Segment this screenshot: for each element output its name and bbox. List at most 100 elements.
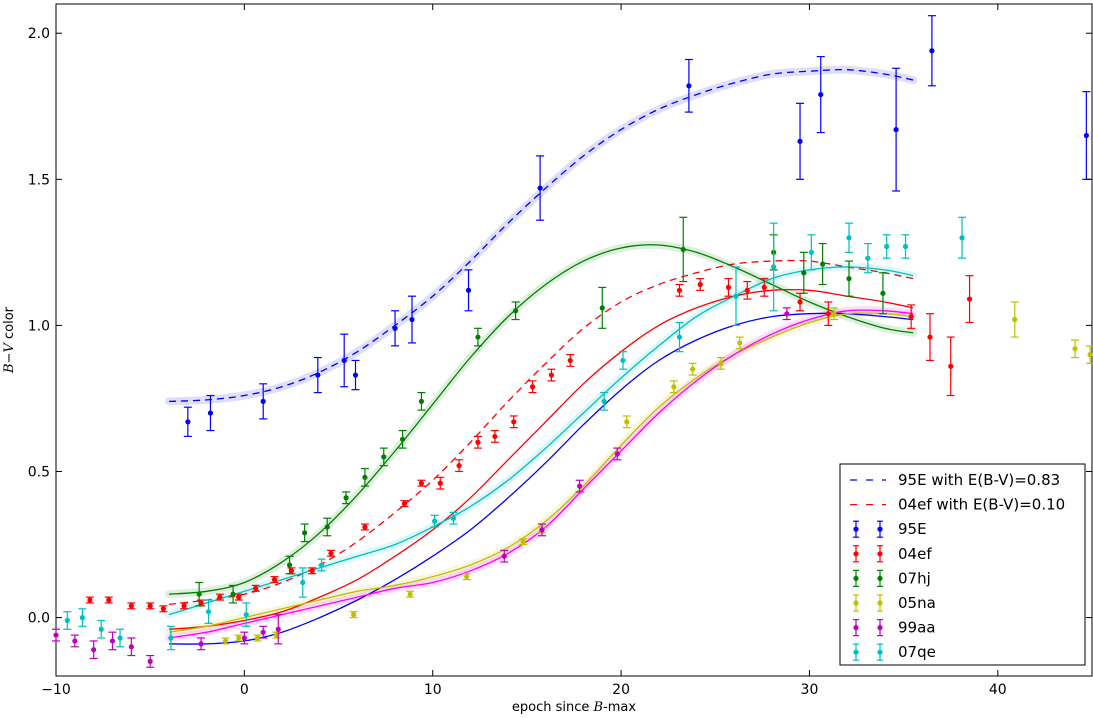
data-point [686, 83, 692, 89]
data-point [620, 357, 626, 364]
fit-uncertainty-band [165, 308, 918, 637]
data-point [450, 515, 457, 521]
data-point [343, 495, 349, 501]
data-point [614, 451, 620, 457]
legend-label: 04ef with E(B-V)=0.10 [898, 496, 1065, 514]
data-point [437, 480, 443, 486]
data-point [548, 372, 554, 378]
data-point [147, 658, 153, 664]
data-point [392, 325, 398, 331]
data-point [432, 518, 438, 524]
plot-frame [55, 3, 1093, 677]
data-point [697, 281, 703, 288]
data-point [671, 384, 677, 390]
data-point [567, 357, 573, 364]
x-tick-label: 0 [240, 682, 249, 698]
data-point [771, 264, 777, 270]
data-point [624, 419, 630, 425]
x-axis-label-post: -max [603, 700, 636, 715]
data-point [927, 334, 933, 340]
data-point [168, 635, 174, 641]
x-tick-label: 10 [424, 682, 442, 698]
data-point [908, 314, 914, 320]
y-axis-label-italic: B−V [2, 342, 17, 374]
data-point [744, 287, 750, 293]
data-point [884, 243, 890, 250]
data-point [64, 617, 70, 624]
data-point [260, 629, 266, 635]
data-point [243, 612, 249, 618]
fit-uncertainty-band [165, 306, 918, 642]
data-point [501, 553, 507, 559]
legend-label: 04ef [898, 545, 932, 563]
x-axis-ticks: −10 0 10 20 30 40 [41, 4, 1007, 698]
legend-label: 95E [898, 520, 927, 538]
legend-marker [877, 600, 883, 606]
y-tick-label: 2.0 [28, 26, 50, 42]
legend-label: 07qe [898, 643, 936, 661]
data-point [680, 246, 686, 253]
data-point [577, 483, 583, 489]
data-point [492, 433, 498, 440]
data-point [846, 276, 852, 282]
data-point [676, 287, 683, 293]
data-point [737, 340, 743, 346]
fit-curve [168, 266, 914, 616]
data-point [109, 638, 116, 644]
data-point [315, 372, 321, 378]
legend-marker [877, 625, 883, 631]
data-point [185, 419, 191, 425]
data-point [286, 562, 293, 568]
data-point [128, 603, 134, 609]
data-point [601, 398, 607, 404]
data-point [181, 603, 187, 609]
data-point [53, 632, 59, 638]
data-point [520, 539, 526, 545]
data-point [275, 626, 281, 632]
data-point [820, 261, 826, 267]
data-point [537, 185, 543, 191]
data-point [733, 293, 739, 299]
data-point [230, 591, 236, 597]
data-point [260, 398, 266, 404]
data-point [328, 550, 334, 556]
data-point [352, 372, 359, 378]
data-point [117, 635, 123, 641]
data-point [207, 410, 214, 416]
fit-curve [168, 288, 914, 630]
data-point [300, 579, 306, 586]
data-point [91, 647, 97, 653]
x-axis-label: epoch since B-max [512, 700, 637, 715]
y-axis-ticks: 0.0 0.5 1.0 1.5 2.0 [28, 26, 1092, 627]
dashed-fit-curve [168, 68, 914, 403]
data-point [198, 641, 204, 647]
fit-bands [165, 65, 918, 642]
data-point [106, 597, 112, 603]
data-point [513, 308, 519, 314]
data-point [690, 366, 696, 372]
data-point [529, 384, 536, 390]
data-point [253, 585, 259, 591]
legend-label: 07hj [898, 569, 931, 587]
data-point [87, 597, 93, 603]
fit-curve [168, 309, 914, 639]
data-point [381, 454, 387, 460]
data-point [464, 574, 470, 580]
data-point [1012, 316, 1018, 323]
x-axis-label-pre: epoch since [512, 700, 594, 715]
data-point [318, 562, 325, 568]
data-point [418, 480, 425, 486]
y-axis-label-post: color [2, 306, 17, 343]
data-point [959, 235, 965, 241]
data-point [784, 311, 790, 317]
legend-label: 99aa [898, 619, 935, 637]
data-point [465, 287, 472, 293]
data-point [1087, 352, 1093, 358]
fit-uncertainty-band [165, 65, 918, 406]
data-point [893, 127, 899, 133]
data-point [929, 48, 935, 54]
data-point [831, 311, 837, 317]
data-point [825, 311, 831, 317]
data-point [236, 635, 242, 641]
